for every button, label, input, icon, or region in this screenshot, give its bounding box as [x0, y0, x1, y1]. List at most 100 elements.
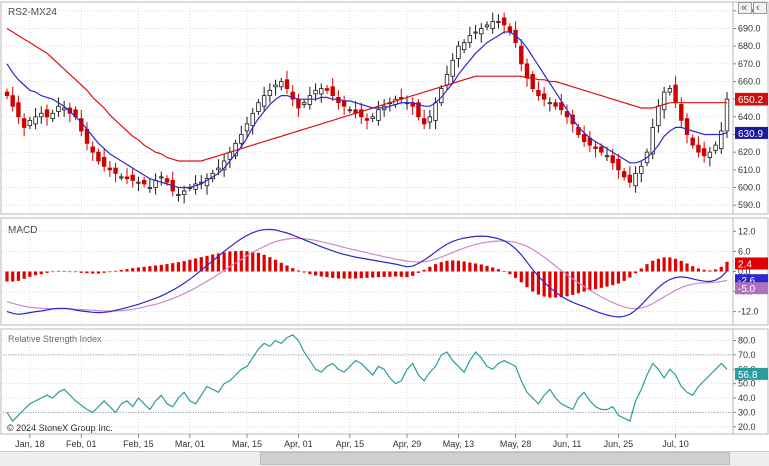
candle-down: [536, 89, 541, 97]
macd-histogram-bar: [73, 271, 78, 273]
candle-down: [627, 174, 633, 183]
macd-histogram-bar: [359, 271, 363, 279]
macd-histogram-bar: [68, 271, 72, 273]
candle-up: [136, 181, 141, 184]
macd-histogram-bar: [411, 271, 415, 276]
macd-histogram-bar: [485, 265, 489, 272]
macd-histogram-bar: [331, 271, 335, 278]
scroll-first-button[interactable]: «: [738, 2, 752, 14]
macd-histogram-bar: [5, 271, 9, 282]
candle-down: [524, 63, 530, 79]
candle-up: [256, 102, 261, 112]
candle-up: [244, 123, 250, 132]
y-tick-label: 680.0: [738, 41, 761, 51]
candle-up: [267, 89, 273, 97]
macd-histogram-bar: [536, 271, 541, 295]
y-tick-label: 70.0: [738, 350, 756, 360]
macd-histogram-bar: [159, 264, 163, 272]
macd-histogram-bar: [399, 271, 403, 277]
candle-up: [147, 187, 153, 189]
candle-up: [39, 112, 44, 118]
macd-histogram-bar: [473, 263, 478, 272]
candle-down: [21, 118, 27, 128]
macd-histogram-bar: [228, 251, 232, 272]
x-tick-label: Jul, 10: [662, 439, 689, 449]
y-tick-label: -12.0: [738, 307, 759, 317]
candle-up: [719, 130, 724, 150]
panel-frame-0: [0, 1, 769, 215]
macd-histogram-bar: [28, 271, 32, 277]
candle-down: [341, 100, 347, 107]
macd-histogram-bar: [365, 271, 369, 278]
candle-down: [16, 102, 21, 118]
macd-histogram-bar: [513, 271, 518, 278]
candle-up: [319, 88, 324, 95]
scrollbar-thumb[interactable]: [260, 452, 730, 465]
candle-down: [616, 158, 621, 171]
candle-down: [696, 144, 701, 153]
macd-histogram-bar: [193, 258, 198, 272]
macd-histogram-bar: [622, 271, 626, 281]
macd-histogram-bar: [256, 252, 261, 272]
candle-up: [433, 102, 438, 121]
y-tick-label: 20.0: [738, 422, 756, 432]
candle-down: [113, 167, 118, 174]
macd-histogram-bar: [302, 271, 306, 273]
ma-fast-badge: [735, 126, 768, 139]
ma-fast-line: [6, 31, 728, 189]
macd-histogram-bar: [211, 254, 215, 272]
candle-down: [164, 178, 170, 183]
candle-up: [713, 144, 718, 151]
x-tick-label: Mar, 01: [175, 439, 205, 449]
x-tick-label: Feb, 01: [66, 439, 97, 449]
macd-histogram-bar: [291, 268, 295, 272]
candle-down: [130, 174, 135, 181]
macd-histogram-bar: [616, 271, 621, 284]
candle-up: [27, 119, 33, 127]
macd-histogram-bar: [645, 264, 649, 272]
macd-histogram-bar: [416, 271, 421, 273]
macd-histogram-bar: [56, 270, 61, 272]
candle-up: [707, 151, 713, 158]
macd-histogram-bar: [142, 266, 146, 272]
macd-histogram-bar: [468, 262, 472, 272]
scroll-prev-button[interactable]: ‹: [753, 2, 767, 14]
candle-up: [547, 102, 553, 105]
macd-histogram-bar: [182, 261, 186, 272]
macd-histogram-bar: [502, 271, 506, 272]
candle-down: [96, 151, 101, 162]
candle-up: [724, 98, 730, 132]
candle-up: [50, 112, 55, 120]
macd-histogram-bar: [262, 254, 266, 272]
macd-histogram-bar: [519, 271, 523, 283]
macd-histogram-bar: [668, 257, 672, 272]
macd-histogram-bar: [165, 264, 169, 272]
macd-histogram-bar: [508, 271, 512, 275]
candle-down: [701, 148, 707, 157]
candle-up: [307, 95, 313, 105]
candle-up: [633, 172, 638, 187]
candle-down: [610, 155, 615, 164]
macd-histogram-bar: [565, 271, 569, 297]
candle-down: [421, 118, 427, 125]
macd-histogram-bar: [651, 260, 655, 272]
ma-fast-badge-text: 630.9: [738, 129, 763, 140]
y-tick-label: 620.0: [738, 147, 761, 157]
macd-histogram-bar: [588, 271, 592, 291]
candle-up: [181, 190, 187, 195]
chevron-left-icon: ‹: [756, 2, 760, 14]
candle-down: [530, 74, 535, 89]
macd-histogram-bar: [268, 257, 272, 272]
candle-up: [444, 74, 450, 86]
candle-down: [416, 102, 421, 118]
candle-up: [250, 112, 255, 127]
macd-signal-line: [6, 237, 728, 312]
candle-down: [679, 104, 684, 121]
macd-histogram-bar: [553, 271, 558, 298]
macd-histogram-bar: [199, 257, 203, 272]
macd-histogram-bar: [11, 271, 15, 282]
macd-histogram-bar: [525, 271, 529, 288]
x-tick-label: Feb, 15: [123, 439, 154, 449]
candle-up: [656, 105, 661, 127]
